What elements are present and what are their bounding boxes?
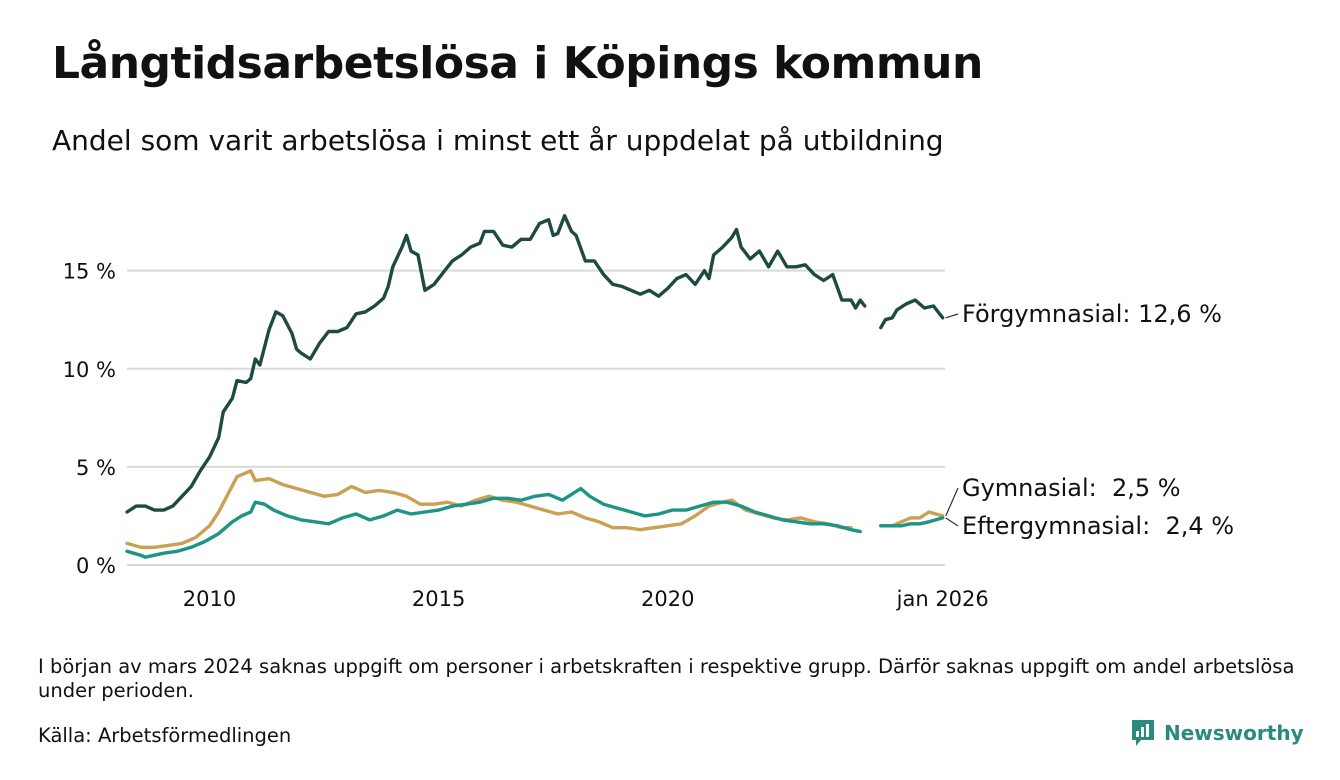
line-chart: 0 % 5 % 10 % 15 % 2010 2015 2020 jan 2026 Förgym… <box>63 214 1234 611</box>
series-line-förgymnasial <box>125 214 867 514</box>
series-line-förgymnasial-after-gap <box>879 298 945 330</box>
y-tick-label: 15 % <box>63 260 116 284</box>
newsworthy-logo-icon <box>1132 720 1154 746</box>
chart-subtitle: Andel som varit arbetslösa i minst ett å… <box>52 124 944 157</box>
chart-title: Långtidsarbetslösa i Köpings kommun <box>52 38 983 89</box>
end-label-eftergymnasial: Eftergymnasial: 2,4 % <box>962 512 1234 540</box>
end-label-gymnasial: Gymnasial: 2,5 % <box>962 474 1181 502</box>
end-label-förgymnasial: Förgymnasial: 12,6 % <box>962 300 1222 328</box>
x-tick-label: 2020 <box>641 587 694 611</box>
y-tick-label: 5 % <box>76 456 116 480</box>
x-tick-label: 2010 <box>183 587 236 611</box>
series-line-eftergymnasial <box>125 486 862 559</box>
source-text: Källa: Arbetsförmedlingen <box>38 724 292 747</box>
footnote: I början av mars 2024 saknas uppgift om … <box>38 655 1295 702</box>
y-tick-label: 10 % <box>63 358 116 382</box>
end-label-leader-gymnasial <box>945 487 959 517</box>
brand-name: Newsworthy <box>1164 721 1304 745</box>
end-label-leader-förgymnasial <box>945 313 959 319</box>
x-tick-label: jan 2026 <box>896 587 989 611</box>
end-label-leader-eftergymnasial <box>945 517 959 527</box>
series-line-gymnasial <box>125 469 853 549</box>
y-tick-label: 0 % <box>76 554 116 578</box>
x-tick-label: 2015 <box>412 587 465 611</box>
brand-logo: Newsworthy <box>1130 718 1304 748</box>
series-line-eftergymnasial-after-gap <box>879 516 945 528</box>
